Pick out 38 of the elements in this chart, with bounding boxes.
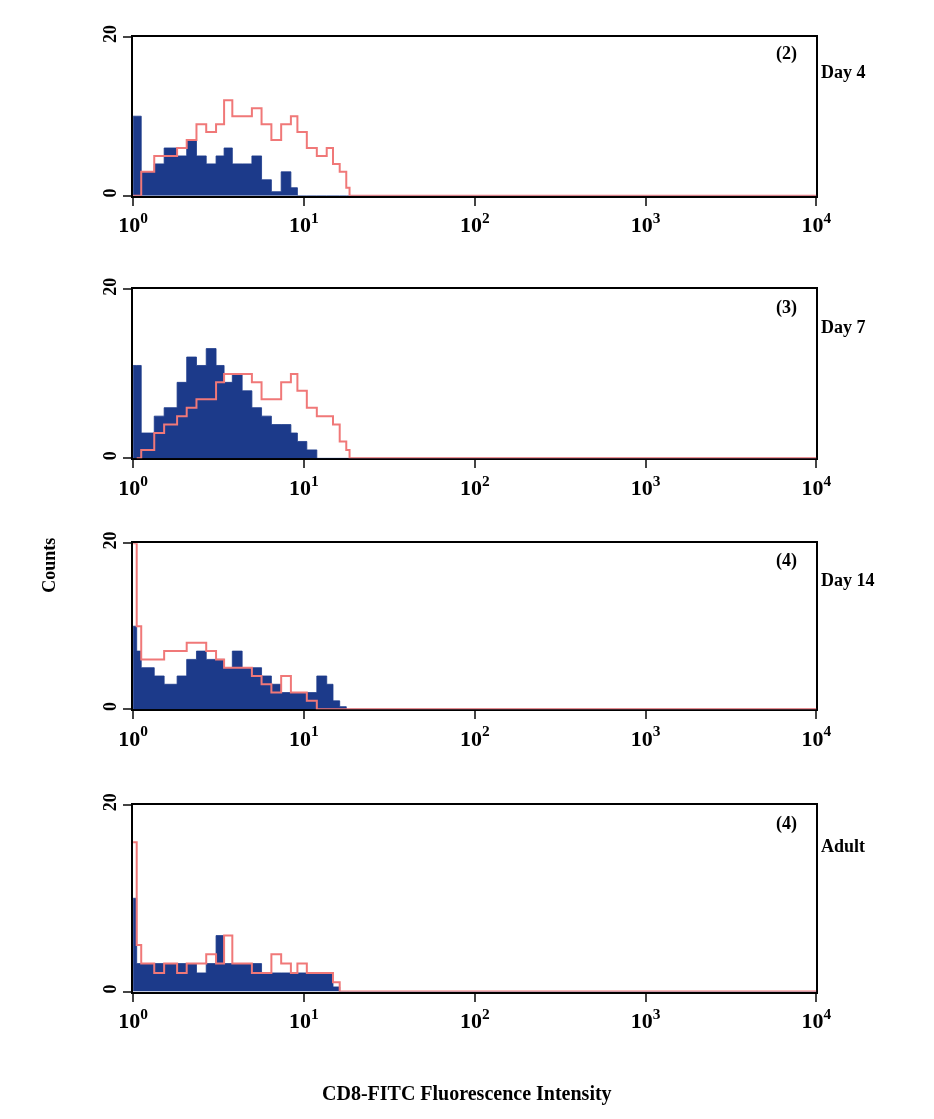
x-tick-label: 10$^{3}$ [630,471,661,500]
x-tick-label: 10$^{2}$ [459,1004,490,1033]
y-axis-title: Counts [38,537,59,593]
x-tick-label: 10$^{4}$ [801,1004,832,1033]
x-tick-label: 10$^{3}$ [630,208,661,238]
y-tick-label: 20 [99,793,120,812]
x-tick-label: 10$^{1}$ [289,471,319,500]
x-tick-label: 10$^{1}$ [289,722,319,751]
x-tick-label: 10$^{0}$ [118,1004,149,1033]
x-tick-label: 10$^{2}$ [459,722,490,751]
x-tick-label: 10$^{3}$ [630,1004,661,1033]
x-tick-label: 10$^{0}$ [118,471,149,500]
x-tick-label: 10$^{0}$ [118,722,149,751]
x-tick-label: 10$^{4}$ [801,208,832,238]
x-tick-label: 10$^{2}$ [459,208,490,238]
text: Day 14 [821,570,875,590]
y-tick-label: 20 [99,277,120,296]
x-tick-label: 10$^{2}$ [459,471,490,500]
y-tick-label: 0 [99,451,120,461]
x-tick-label: 10$^{0}$ [118,208,149,238]
annotation: (4) [776,550,797,571]
x-tick-label: 10$^{4}$ [801,722,832,751]
x-tick-label: 10$^{4}$ [801,471,832,500]
text: Day 7 [821,317,866,337]
text: Day 4 [821,62,866,82]
x-axis-title: CD8-FITC Fluorescence Intensity [322,1082,612,1105]
text: Adult [821,836,866,856]
y-tick-label: 0 [99,188,120,198]
y-tick-label: 0 [99,701,120,711]
y-tick-label: 20 [99,531,120,550]
annotation: (4) [776,813,797,834]
x-tick-label: 10$^{1}$ [289,208,319,238]
y-tick-label: 20 [99,24,120,43]
annotation: (3) [776,297,797,318]
y-tick-label: 0 [99,984,120,994]
x-tick-label: 10$^{1}$ [289,1004,319,1033]
annotation: (2) [776,43,797,64]
x-tick-label: 10$^{3}$ [630,722,661,751]
